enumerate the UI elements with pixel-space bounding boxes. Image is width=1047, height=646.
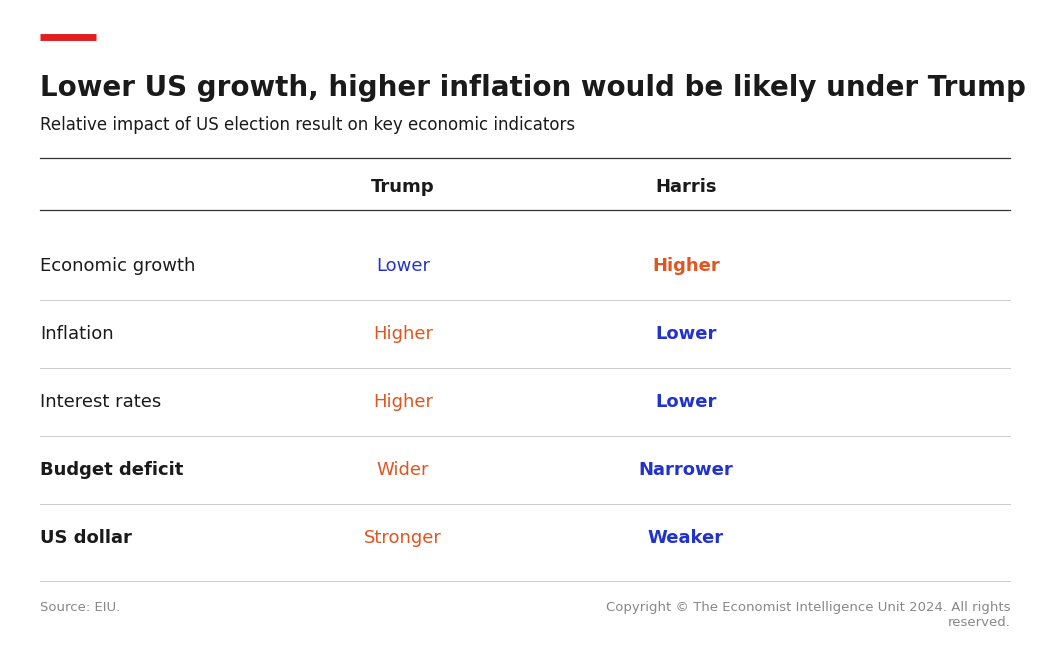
Text: Trump: Trump (372, 178, 435, 196)
Text: Source: EIU.: Source: EIU. (40, 601, 120, 614)
Text: Higher: Higher (652, 258, 719, 275)
Text: Wider: Wider (377, 461, 429, 479)
Text: Economic growth: Economic growth (40, 258, 195, 275)
Text: Lower US growth, higher inflation would be likely under Trump: Lower US growth, higher inflation would … (40, 74, 1026, 102)
Text: Higher: Higher (373, 326, 433, 343)
Text: Stronger: Stronger (364, 529, 442, 547)
Text: Relative impact of US election result on key economic indicators: Relative impact of US election result on… (40, 116, 575, 134)
Text: Weaker: Weaker (648, 529, 723, 547)
Text: Lower: Lower (655, 393, 716, 411)
Text: Budget deficit: Budget deficit (40, 461, 183, 479)
Text: Higher: Higher (373, 393, 433, 411)
Text: Lower: Lower (655, 326, 716, 343)
Text: Narrower: Narrower (639, 461, 733, 479)
Text: Lower: Lower (376, 258, 430, 275)
Text: Copyright © The Economist Intelligence Unit 2024. All rights
reserved.: Copyright © The Economist Intelligence U… (606, 601, 1010, 629)
Text: US dollar: US dollar (40, 529, 132, 547)
Text: Interest rates: Interest rates (40, 393, 161, 411)
Text: Harris: Harris (655, 178, 716, 196)
Text: Inflation: Inflation (40, 326, 113, 343)
